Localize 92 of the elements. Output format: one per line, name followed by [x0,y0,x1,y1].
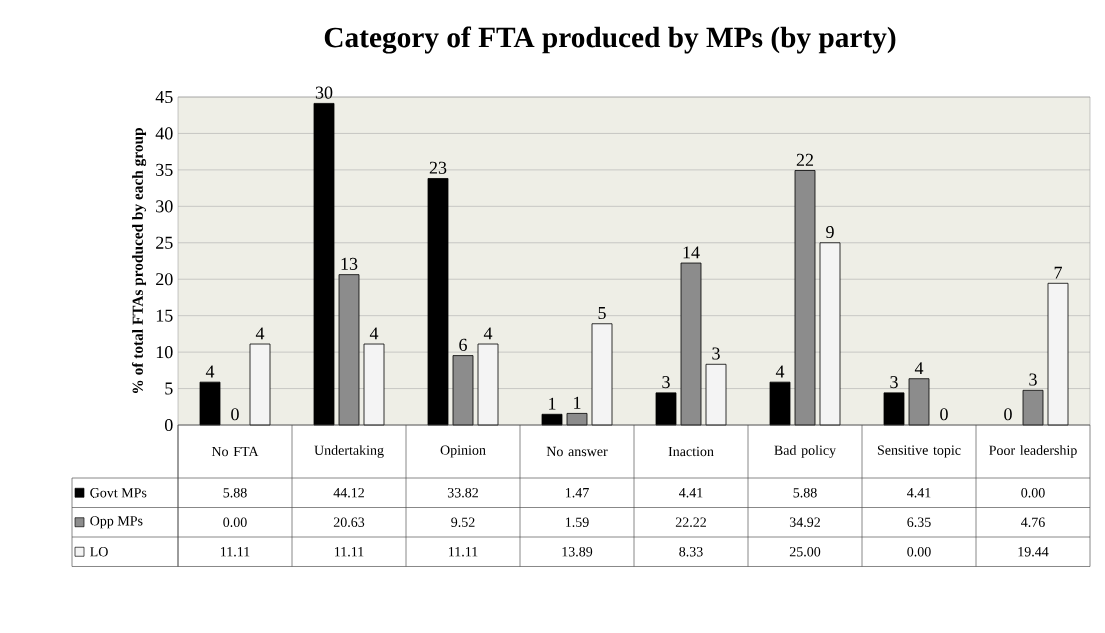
bar [769,381,791,426]
annotation: 3 [890,376,898,389]
y-tick-label: 20 [156,273,173,286]
y-tick-label: 35 [156,163,173,176]
y-tick-label: 15 [156,309,173,322]
bar [1047,282,1069,426]
x-tick-label: Inaction [668,446,714,457]
data-label: 11.11 [335,547,364,557]
chart-title: Category of FTA produced by MPs (by party) [324,26,896,54]
data-label: 22.22 [675,517,706,527]
data-label: 19.44 [1018,547,1049,557]
annotation: 3 [712,347,720,360]
annotation: 30 [315,86,333,99]
y-tick-label: 10 [156,346,173,359]
annotation: 4 [255,327,265,340]
annotation: 5 [598,307,606,320]
y-tick-label: 5 [165,382,173,395]
annotation: 3 [1029,373,1037,386]
bar [249,343,271,426]
annotation: 13 [341,257,358,270]
data-label: 33.82 [447,488,478,498]
bar [363,343,385,426]
y-axis-title: % of total FTAs produced by each group [131,128,147,393]
bar [452,355,474,426]
annotation: 6 [459,338,467,351]
annotation: 0 [231,408,239,421]
bar [199,381,221,426]
data-label: 8.33 [679,547,703,557]
annotation: 4 [775,365,785,378]
data-label: 1.59 [565,517,589,527]
bar [338,274,360,426]
x-tick-label: Opinion [440,445,486,458]
bar [655,392,677,426]
bar [541,413,563,426]
bar [313,103,335,426]
data-label: 11.11 [449,547,478,557]
annotation: 4 [205,365,215,378]
y-tick-label: 25 [156,236,173,249]
bar [819,242,841,426]
bar [883,392,905,426]
annotation: 4 [914,362,924,374]
bar [477,343,499,426]
annotation: 0 [1004,408,1012,421]
legend-label: LO [90,547,108,557]
data-label: 4.76 [1021,517,1045,527]
legend-label: Govt MPs [90,488,147,498]
x-tick-label: No answer [546,446,608,457]
bar [705,363,727,426]
data-label: 20.63 [333,517,365,527]
data-label: 4.41 [907,488,931,498]
bar [427,178,449,426]
x-tick-label: No FTA [211,446,259,457]
annotation: 9 [826,225,834,239]
bar [591,323,613,426]
data-label: 0.00 [907,547,931,557]
y-tick-label: 45 [155,90,173,103]
x-tick-label: Sensitive topic [877,445,961,458]
bar [1022,389,1044,426]
annotation: 4 [483,327,493,340]
annotation: 23 [429,161,447,174]
legend-label: Opp MPs [90,516,143,529]
data-label: 1.47 [565,488,589,498]
annotation: 7 [1054,266,1062,279]
y-tick-label: 0 [164,418,173,432]
data-label: 25.00 [789,547,821,557]
bar [908,378,930,426]
annotation: 22 [796,153,814,166]
y-tick-label: 40 [155,127,173,140]
bar [680,262,702,426]
data-label: 0.00 [223,517,247,527]
data-label: 44.12 [333,488,364,498]
bar [794,170,816,426]
annotation: 14 [683,246,700,259]
x-tick-label: Poor leadership [989,445,1077,458]
data-label: 5.88 [223,488,247,498]
data-label: 13.89 [562,547,593,557]
data-label: 0.00 [1021,488,1045,498]
x-tick-label: Bad policy [774,445,837,458]
annotation: 3 [662,376,670,389]
annotation: 1 [549,397,556,410]
data-label: 6.35 [907,517,931,527]
data-label: 34.92 [789,517,820,527]
data-label: 11.11 [221,547,250,557]
data-label: 4.41 [679,488,703,498]
y-tick-label: 30 [156,200,173,213]
annotation: 4 [369,327,379,340]
bar [566,413,588,426]
data-label: 5.88 [793,488,817,498]
annotation: 0 [940,408,948,421]
annotation: 1 [574,396,581,409]
data-label: 9.52 [451,517,475,527]
x-tick-label: Undertaking [314,445,384,458]
